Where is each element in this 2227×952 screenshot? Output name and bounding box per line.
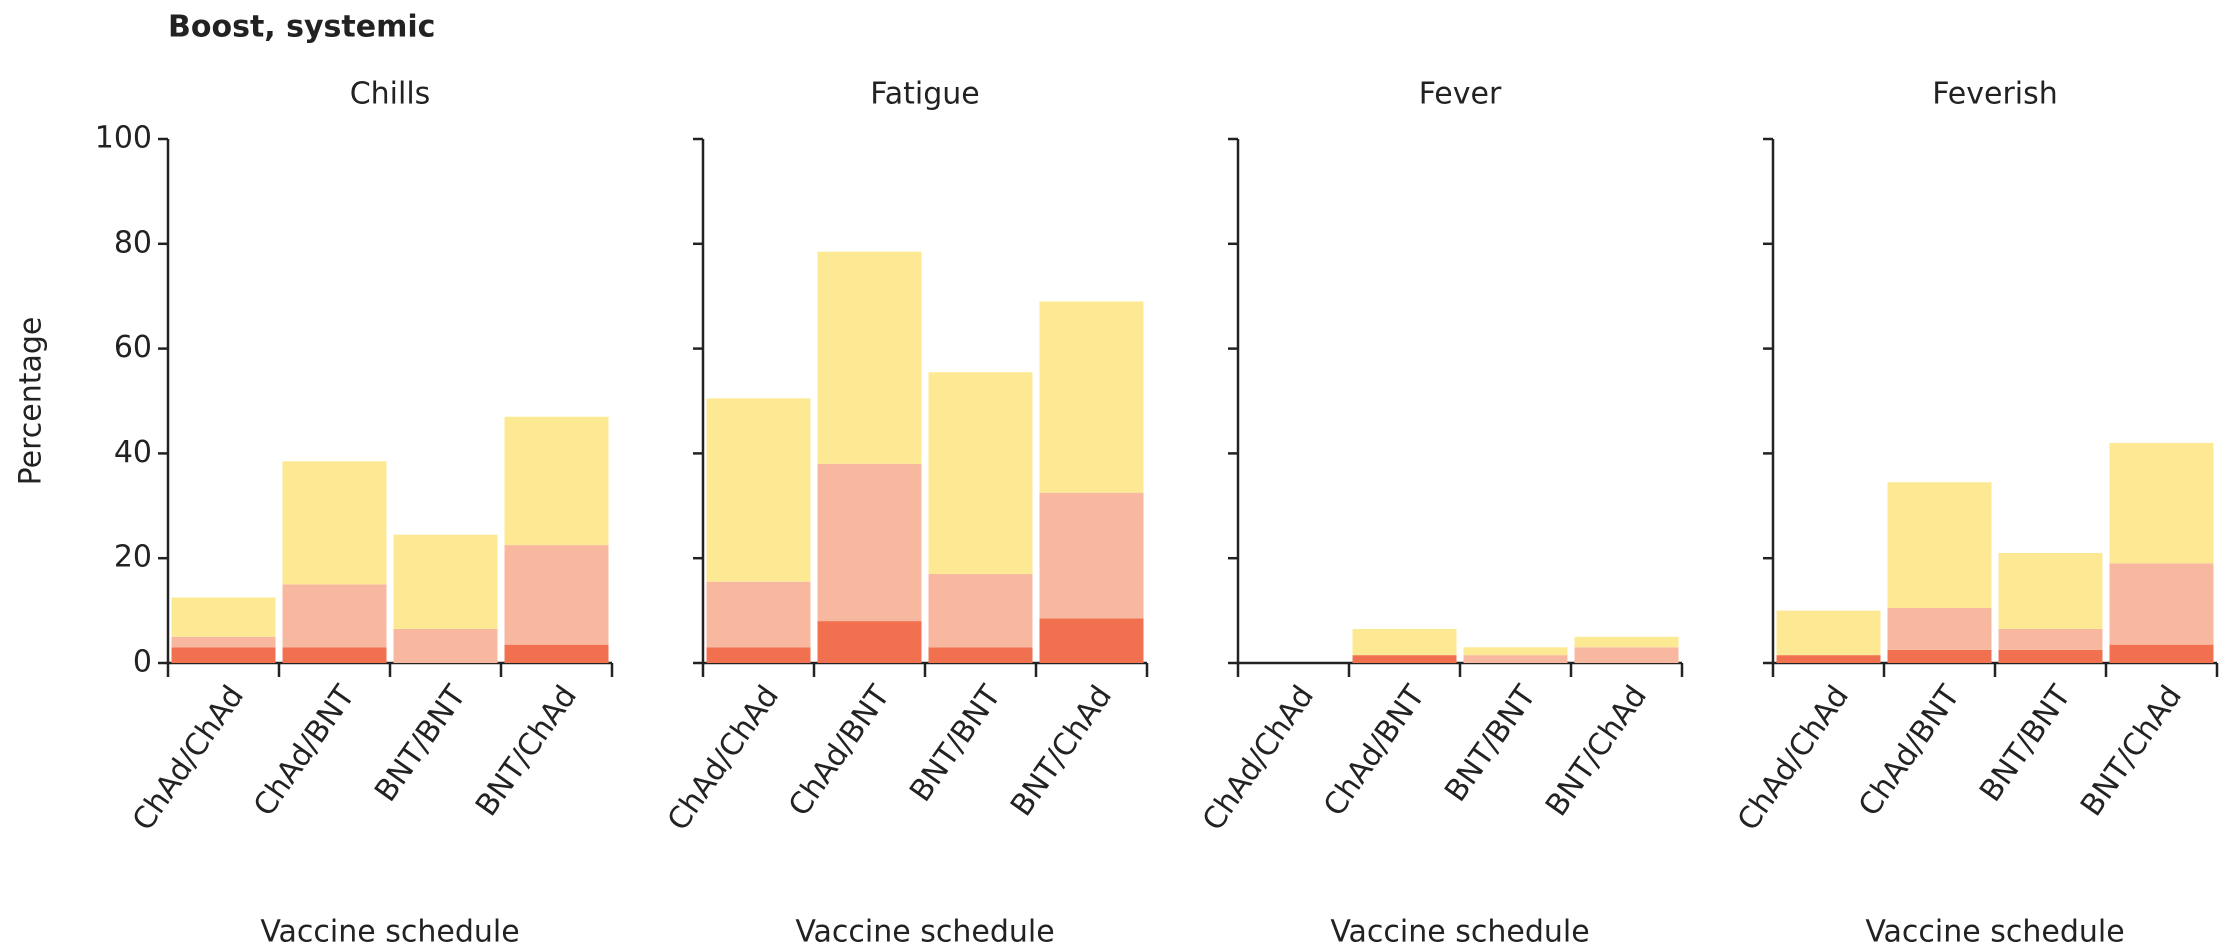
bar-segment	[1352, 655, 1457, 663]
bar-segment	[1574, 647, 1679, 663]
bar-segment	[504, 416, 609, 546]
x-tick-label: BNT/ChAd	[1539, 679, 1654, 822]
y-tick-label: 20	[114, 540, 152, 575]
x-axis-label: Vaccine schedule	[795, 915, 1054, 950]
x-tick-label: ChAd/BNT	[247, 679, 362, 823]
x-tick-label: ChAd/ChAd	[1196, 679, 1321, 837]
x-tick-label: BNT/ChAd	[2074, 679, 2189, 822]
bar-segment	[171, 647, 276, 663]
bar-segment	[706, 647, 811, 663]
bar-segment	[1039, 492, 1144, 619]
panel-title: Chills	[350, 77, 431, 112]
bar-segment	[1998, 628, 2103, 650]
bar-segment	[1463, 655, 1568, 663]
y-tick-label: 80	[114, 225, 152, 260]
x-tick-label: BNT/BNT	[1973, 679, 2078, 808]
x-tick-label: BNT/ChAd	[469, 679, 584, 822]
bar-segment	[2109, 442, 2214, 564]
panel-title: Feverish	[1932, 77, 2058, 112]
bar-segment	[2109, 563, 2214, 645]
y-tick-label: 0	[133, 645, 152, 680]
bar-segment	[706, 398, 811, 582]
bar-segment	[1352, 628, 1457, 656]
bar-segment	[1887, 482, 1992, 608]
bar-segment	[706, 581, 811, 648]
bar-segment	[1776, 655, 1881, 663]
bar-segment	[928, 647, 1033, 663]
x-tick-label: BNT/BNT	[1438, 679, 1543, 808]
y-axis-label: Percentage	[14, 317, 49, 486]
bar-segment	[817, 251, 922, 464]
bar-segment	[1998, 649, 2103, 663]
bar-segment	[1463, 647, 1568, 656]
panel-title: Fever	[1419, 77, 1502, 112]
x-axis-label: Vaccine schedule	[260, 915, 519, 950]
x-tick-label: BNT/ChAd	[1004, 679, 1119, 822]
y-tick-label: 40	[114, 435, 152, 470]
bar-segment	[282, 461, 387, 585]
x-tick-label: BNT/BNT	[368, 679, 473, 808]
bar-segment	[1039, 301, 1144, 493]
y-tick-label: 100	[95, 121, 152, 156]
bar-segment	[393, 628, 498, 663]
x-axis-label: Vaccine schedule	[1865, 915, 2124, 950]
bar-segment	[171, 597, 276, 637]
panel-title: Fatigue	[870, 77, 980, 112]
y-tick-label: 60	[114, 330, 152, 365]
bar-segment	[817, 463, 922, 622]
bar-segment	[282, 584, 387, 648]
x-tick-label: ChAd/BNT	[782, 679, 897, 823]
bar-segment	[2109, 644, 2214, 663]
bar-segment	[1574, 636, 1679, 648]
x-tick-label: ChAd/BNT	[1852, 679, 1967, 823]
x-axis-label: Vaccine schedule	[1330, 915, 1589, 950]
x-tick-label: ChAd/ChAd	[661, 679, 786, 837]
bar-segment	[504, 644, 609, 663]
figure-title: Boost, systemic	[168, 10, 435, 45]
bar-segment	[504, 545, 609, 645]
x-tick-label: ChAd/BNT	[1317, 679, 1432, 823]
bar-segment	[928, 372, 1033, 574]
bar-segment	[1887, 649, 1992, 663]
bar-segment	[1039, 618, 1144, 663]
bar-segment	[282, 647, 387, 663]
bar-segment	[817, 621, 922, 663]
bar-segment	[1887, 607, 1992, 650]
x-tick-label: BNT/BNT	[903, 679, 1008, 808]
bar-segment	[171, 636, 276, 648]
bar-segment	[1998, 552, 2103, 629]
x-tick-label: ChAd/ChAd	[126, 679, 251, 837]
x-tick-label: ChAd/ChAd	[1731, 679, 1856, 837]
bar-segment	[393, 534, 498, 629]
bar-segment	[928, 573, 1033, 648]
bar-segment	[1776, 610, 1881, 656]
